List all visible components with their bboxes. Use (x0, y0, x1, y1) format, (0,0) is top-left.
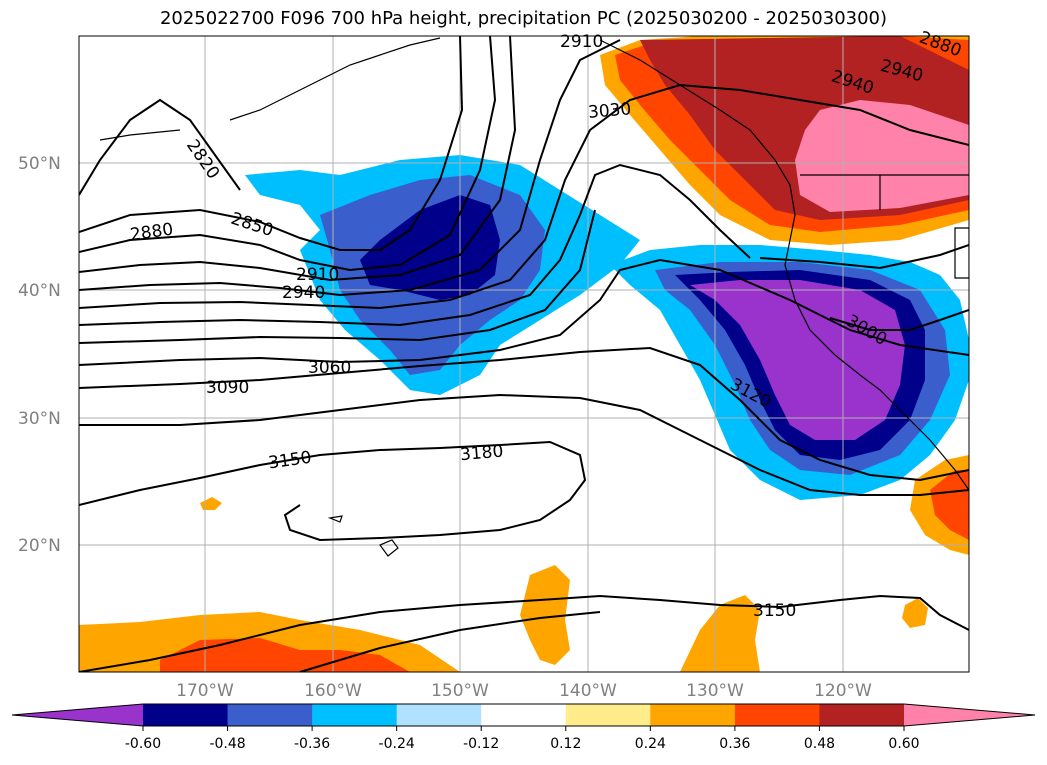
contour-label: 2940 (282, 283, 325, 303)
pos-region-south-mid (520, 565, 570, 665)
colorbar-tick-label: -0.48 (209, 736, 245, 752)
lat-label: 20°N (18, 536, 61, 556)
longitude-labels: 170°W 160°W 150°W 140°W 130°W 120°W (176, 681, 872, 701)
lon-label: 140°W (559, 681, 617, 701)
lat-label: 50°N (18, 154, 61, 174)
colorbar-segment (481, 704, 567, 726)
colorbar-segment (227, 704, 313, 726)
contour-label: 3030 (587, 99, 632, 123)
lon-label: 130°W (686, 681, 744, 701)
coastlines (99, 37, 969, 557)
colorbar-segment (734, 704, 820, 726)
pos-region-mexico-red (930, 470, 969, 540)
colorbar-extend-low (12, 704, 143, 726)
contour-label: 2910 (560, 32, 603, 52)
colorbar-tick-label: 0.24 (635, 736, 666, 752)
contour-label: 3150 (753, 601, 796, 621)
colorbar-tick-label: -0.24 (379, 736, 415, 752)
lat-label: 40°N (18, 281, 61, 301)
colorbar-segment (312, 704, 398, 726)
colorbar-extend-high (904, 704, 1035, 726)
pos-region-south-west-red (160, 638, 410, 672)
precip-shading (79, 36, 969, 672)
lon-label: 170°W (176, 681, 234, 701)
pos-region-small-2 (902, 598, 928, 628)
colorbar-tick-label: -0.36 (294, 736, 330, 752)
contour-label: 3180 (459, 442, 504, 466)
contour-label: 3090 (206, 378, 249, 398)
lat-label: 30°N (18, 409, 61, 429)
lon-label: 160°W (304, 681, 362, 701)
colorbar-tick-label: 0.48 (804, 736, 835, 752)
lon-label: 150°W (431, 681, 489, 701)
colorbar-tick-label: 0.12 (550, 736, 581, 752)
latitude-labels: 50°N 40°N 30°N 20°N (18, 154, 61, 556)
height-contours (79, 36, 969, 672)
colorbar-tick-label: -0.60 (125, 736, 161, 752)
colorbar-segment (565, 704, 651, 726)
colorbar-tick-label: 0.36 (719, 736, 750, 752)
colorbar: -0.60 -0.48 -0.36 -0.24 -0.12 0.12 0.24 0.36 0.4… (11, 703, 1036, 752)
pos-region-nw-core (795, 100, 969, 212)
colorbar-tick-label: -0.12 (463, 736, 499, 752)
map-title: 2025022700 F096 700 hPa height, precipit… (159, 8, 888, 29)
colorbar-segment (143, 704, 229, 726)
contour-label: 3060 (308, 358, 351, 378)
pos-region-south-east (680, 595, 760, 672)
contour-label: 2910 (296, 265, 339, 285)
colorbar-segment (396, 704, 482, 726)
colorbar-segment (650, 704, 736, 726)
neg-region-east-core (690, 280, 905, 440)
map-frame (78, 35, 970, 673)
colorbar-segment (819, 704, 905, 726)
colorbar-tick-label: 0.60 (888, 736, 919, 752)
lon-label: 120°W (814, 681, 872, 701)
